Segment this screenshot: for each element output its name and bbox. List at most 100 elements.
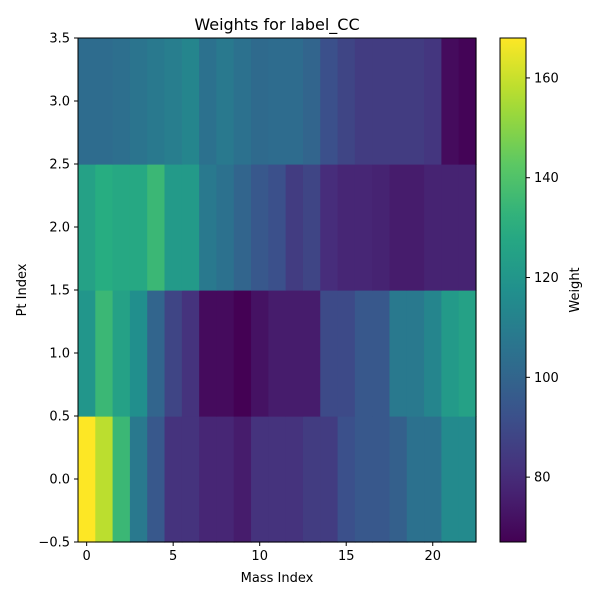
heatmap-cell [337,164,356,291]
heatmap-cell [424,38,442,165]
heatmap-cell [112,164,131,291]
y-tick-label: 3.5 [49,32,70,47]
heatmap-cell [95,290,114,417]
heatmap-cell [112,38,131,165]
heatmap-cell [216,38,235,165]
heatmap-cell [129,38,148,165]
heatmap-cell [251,416,269,543]
heatmap-cell [320,290,339,417]
heatmap-cell [441,164,460,291]
heatmap-cell [441,38,460,165]
x-tick-label: 5 [169,549,177,564]
colorbar [499,37,527,543]
heatmap-cell [216,164,235,291]
heatmap-cell [302,38,321,165]
y-tick-label: 1.5 [49,284,70,299]
heatmap-cell [354,416,373,543]
heatmap-cell [251,164,269,291]
heatmap-cell [216,290,235,417]
heatmap-cell [78,416,96,543]
heatmap-cell [337,38,356,165]
heatmap-cell [406,164,425,291]
heatmap-cell [424,416,442,543]
heatmap-cell [354,38,373,165]
heatmap-cell [164,416,183,543]
heatmap-cell [285,38,304,165]
heatmap-cells [78,38,477,543]
heatmap-cell [302,416,321,543]
heatmap-cell [268,38,287,165]
heatmap-cell [268,290,287,417]
heatmap-cell [199,38,218,165]
heatmap-cell [354,164,373,291]
heatmap-cell [78,164,96,291]
y-tick-label: 3.0 [49,95,70,110]
y-tick-label: 0.5 [49,410,70,425]
heatmap-cell [406,38,425,165]
heatmap-cell [424,290,442,417]
heatmap-cell [95,38,114,165]
colorbar-tick-label: 80 [534,471,551,486]
heatmap-cell [441,290,460,417]
heatmap-cell [285,290,304,417]
heatmap-cell [251,38,269,165]
y-axis: −0.5 0.0 0.5 1.0 1.5 2.0 2.5 3.0 3.5 [38,32,78,551]
heatmap-cell [458,38,477,165]
heatmap-cell [164,290,183,417]
heatmap-cell [181,164,200,291]
heatmap-cell [129,416,148,543]
heatmap-cell [285,416,304,543]
heatmap-cell [302,290,321,417]
heatmap-cell [372,38,391,165]
heatmap-cell [372,416,391,543]
heatmap-cell [268,416,287,543]
heatmap-cell [95,164,114,291]
heatmap-cell [164,38,183,165]
x-axis-label: Mass Index [241,571,314,586]
heatmap-cell [95,416,114,543]
x-axis: 0 5 10 15 20 [83,542,441,564]
heatmap-cell [147,164,166,291]
heatmap-cell [233,290,252,417]
heatmap-cell [199,290,218,417]
y-tick-label: −0.5 [38,536,70,551]
heatmap-cell [164,164,183,291]
heatmap-cell [337,416,356,543]
heatmap-cell [129,164,148,291]
colorbar-label: Weight [568,267,583,312]
heatmap-cell [389,164,408,291]
heatmap-cell [268,164,287,291]
heatmap-cell [216,416,235,543]
heatmap-cell [406,416,425,543]
heatmap-cell [129,290,148,417]
x-tick-label: 0 [83,549,91,564]
heatmap-cell [320,416,339,543]
colorbar-tick-label: 100 [534,371,559,386]
heatmap-cell [441,416,460,543]
x-tick-label: 15 [338,549,355,564]
heatmap-cell [147,290,166,417]
heatmap-cell [458,164,477,291]
heatmap-cell [112,416,131,543]
heatmap-cell [389,38,408,165]
y-axis-label: Pt Index [15,263,30,316]
x-tick-label: 20 [424,549,441,564]
colorbar-tick-label: 120 [534,271,559,286]
heatmap-cell [147,416,166,543]
heatmap-cell [354,290,373,417]
heatmap-cell [181,416,200,543]
heatmap-cell [199,416,218,543]
heatmap-cell [389,416,408,543]
y-tick-label: 0.0 [49,473,70,488]
heatmap-cell [199,164,218,291]
y-tick-label: 2.0 [49,221,70,236]
heatmap-cell [458,416,477,543]
heatmap-cell [389,290,408,417]
heatmap-cell [112,290,131,417]
heatmap-cell [424,164,442,291]
heatmap-cell [233,164,252,291]
heatmap-cell [251,290,269,417]
chart-title: Weights for label_CC [194,15,359,35]
y-tick-label: 2.5 [49,158,70,173]
colorbar-tick-label: 140 [534,171,559,186]
